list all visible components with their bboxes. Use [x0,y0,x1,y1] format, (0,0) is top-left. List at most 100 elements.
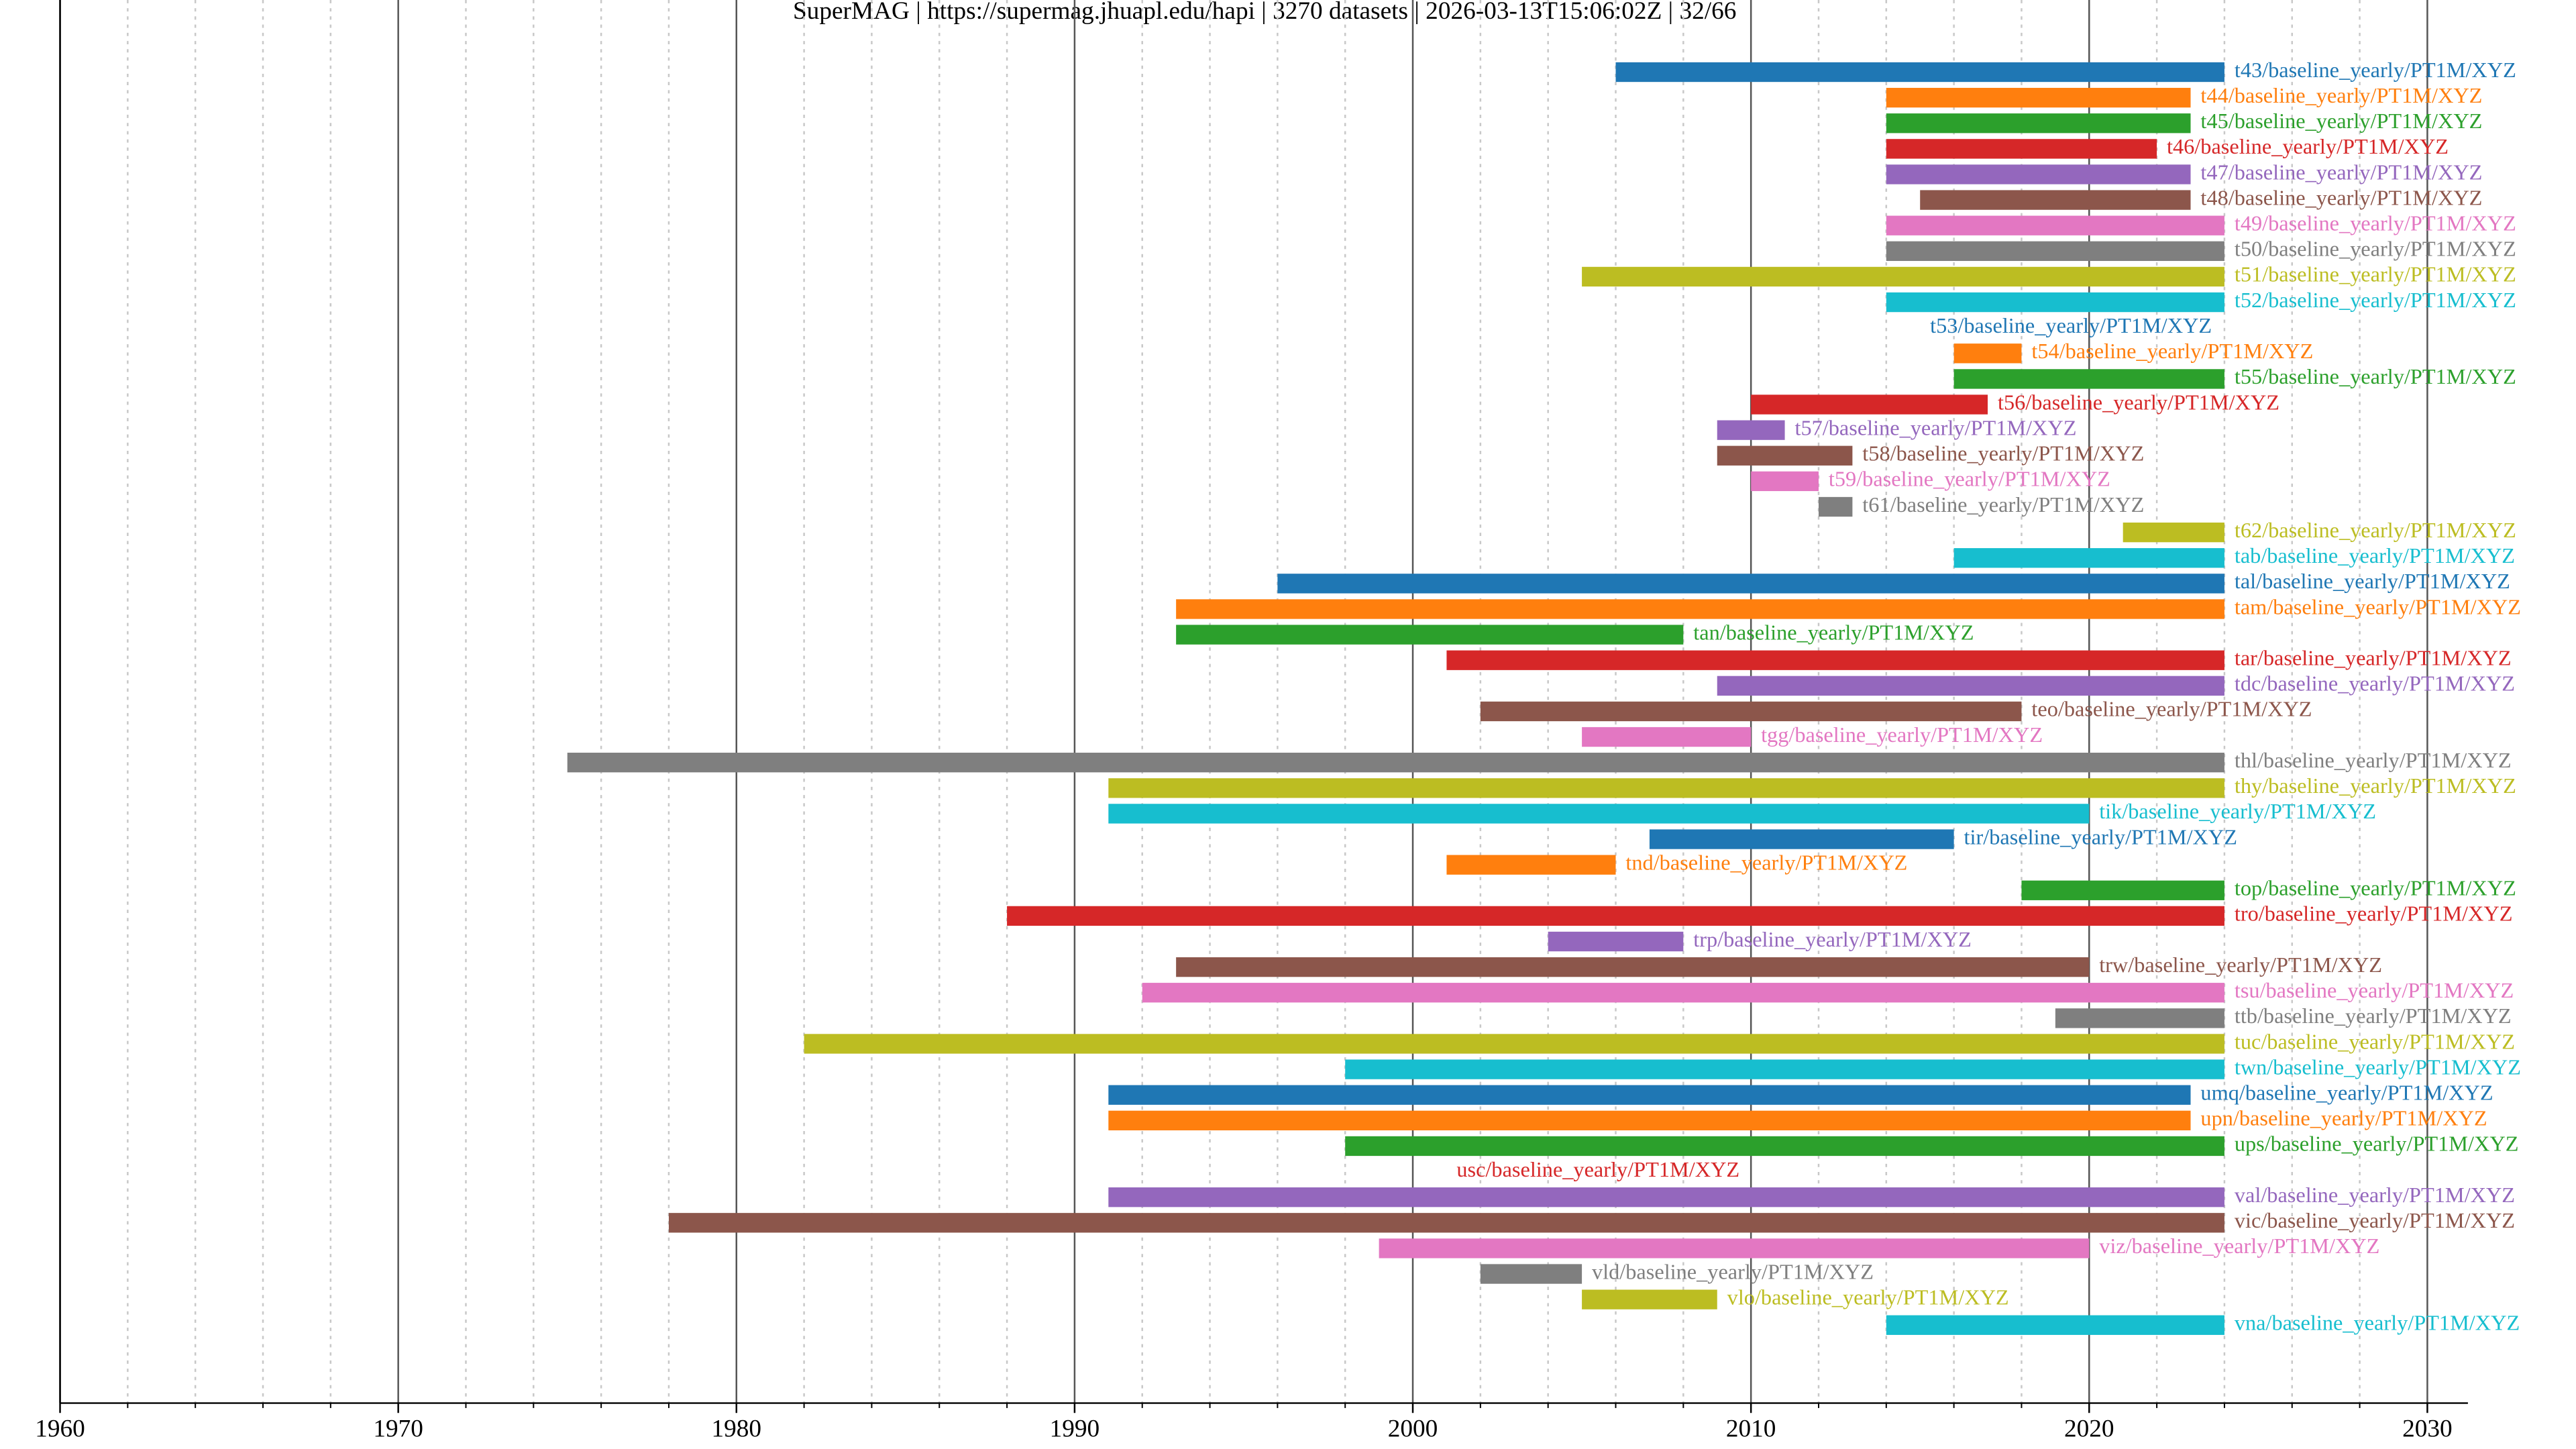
bar [1108,778,2224,798]
bar-label: vld/baseline_yearly/PT1M/XYZ [1592,1260,1874,1284]
bar [1582,266,2224,287]
bar-label: trw/baseline_yearly/PT1M/XYZ [2099,953,2382,977]
bar-label: t49/baseline_yearly/PT1M/XYZ [2235,211,2516,235]
bar [1176,599,2224,619]
chart-title: SuperMAG | https://supermag.jhuapl.edu/h… [793,0,1736,24]
bar-label: tik/baseline_yearly/PT1M/XYZ [2099,799,2376,823]
x-tick-label: 1970 [373,1415,423,1442]
bar [1615,62,2224,83]
bar-label: t59/baseline_yearly/PT1M/XYZ [1829,467,2110,491]
bar [2123,522,2224,543]
bar-label: vic/baseline_yearly/PT1M/XYZ [2235,1208,2515,1232]
bar [1953,343,2022,364]
bar-label: umq/baseline_yearly/PT1M/XYZ [2200,1081,2493,1105]
bar [1379,1238,2090,1258]
bar-label: t46/baseline_yearly/PT1M/XYZ [2167,134,2449,158]
bar [1176,625,1684,645]
bar-label: tsu/baseline_yearly/PT1M/XYZ [2235,978,2514,1002]
bar [1142,983,2224,1003]
bar-label: t52/baseline_yearly/PT1M/XYZ [2235,288,2516,312]
bar [1717,445,1853,466]
bar-label: top/baseline_yearly/PT1M/XYZ [2235,876,2516,900]
bar [1886,1315,2224,1335]
bar [1953,548,2224,568]
bar-label: tgg/baseline_yearly/PT1M/XYZ [1761,722,2043,747]
bar [1886,241,2224,261]
bar [1717,676,2224,696]
bar [1751,394,1988,415]
bar-label: t47/baseline_yearly/PT1M/XYZ [2200,160,2482,184]
bar-label: t58/baseline_yearly/PT1M/XYZ [1862,441,2144,466]
bar [804,1034,2224,1054]
x-tick-label: 1990 [1050,1415,1100,1442]
bar-label: t45/baseline_yearly/PT1M/XYZ [2200,109,2482,133]
bar-label: tam/baseline_yearly/PT1M/XYZ [2235,595,2521,619]
x-tick-label: 2020 [2064,1415,2114,1442]
bar [1886,139,2157,159]
bar-label: usc/baseline_yearly/PT1M/XYZ [1456,1157,1739,1181]
bar [1886,164,2191,184]
bar-label: twn/baseline_yearly/PT1M/XYZ [2235,1055,2521,1079]
bar [1108,1187,2224,1208]
bar-label: t61/baseline_yearly/PT1M/XYZ [1862,492,2144,517]
bar [1446,650,2224,670]
bar-label: tnd/baseline_yearly/PT1M/XYZ [1625,851,1907,875]
bar-label: t55/baseline_yearly/PT1M/XYZ [2235,364,2516,388]
bar [1345,1059,2224,1079]
bar-label: t43/baseline_yearly/PT1M/XYZ [2235,58,2516,82]
bar [2055,1008,2224,1028]
bar-label: tan/baseline_yearly/PT1M/XYZ [1693,621,1974,645]
bar [1886,113,2191,133]
bar-label: t57/baseline_yearly/PT1M/XYZ [1794,416,2076,440]
bar [1886,87,2191,108]
bar [1920,190,2191,210]
bar-label: upn/baseline_yearly/PT1M/XYZ [2200,1106,2487,1130]
bar [1108,804,2090,824]
bar-label: t62/baseline_yearly/PT1M/XYZ [2235,518,2516,542]
x-tick-label: 2000 [1388,1415,1438,1442]
bar-label: tdc/baseline_yearly/PT1M/XYZ [2235,672,2515,696]
bar [1007,906,2224,926]
bar [2021,880,2224,900]
bar [1108,1110,2191,1130]
bar-label: teo/baseline_yearly/PT1M/XYZ [2031,697,2312,721]
bar-label: viz/baseline_yearly/PT1M/XYZ [2099,1234,2379,1258]
bar-label: t50/baseline_yearly/PT1M/XYZ [2235,237,2516,261]
bar-label: ups/baseline_yearly/PT1M/XYZ [2235,1132,2519,1156]
bar-label: tuc/baseline_yearly/PT1M/XYZ [2235,1030,2515,1054]
bar [1818,496,1853,517]
bar [1717,420,1785,440]
bar-label: tal/baseline_yearly/PT1M/XYZ [2235,569,2510,593]
bar [1953,369,2224,389]
bar-label: tir/baseline_yearly/PT1M/XYZ [1964,825,2237,849]
x-tick-label: 1960 [35,1415,85,1442]
bar-label: t51/baseline_yearly/PT1M/XYZ [2235,262,2516,286]
bar-label: t48/baseline_yearly/PT1M/XYZ [2200,186,2482,210]
bar-label: t56/baseline_yearly/PT1M/XYZ [1998,390,2279,415]
bar [1277,574,2224,594]
x-tick-label: 1980 [711,1415,761,1442]
bar-label: t53/baseline_yearly/PT1M/XYZ [1930,313,2212,337]
bar [1582,727,1752,747]
bar [1480,701,2022,722]
bar-label: t54/baseline_yearly/PT1M/XYZ [2031,339,2313,363]
bar [1751,471,1819,492]
bar [1480,1264,1582,1284]
bar-label: val/baseline_yearly/PT1M/XYZ [2235,1183,2515,1207]
bar [1649,829,1954,849]
bar-label: tar/baseline_yearly/PT1M/XYZ [2235,646,2512,670]
bar [1582,1289,1717,1309]
bar [1886,292,2224,313]
bar [1176,957,2090,977]
bar [668,1213,2224,1233]
bar [1446,855,1616,875]
bar [1886,215,2224,235]
bar-label: vna/baseline_yearly/PT1M/XYZ [2235,1311,2520,1335]
x-tick-label: 2010 [1726,1415,1776,1442]
bar [567,753,2224,773]
bar-label: vlo/baseline_yearly/PT1M/XYZ [1727,1285,2009,1309]
x-tick-label: 2030 [2402,1415,2453,1442]
bar [1108,1085,2191,1105]
